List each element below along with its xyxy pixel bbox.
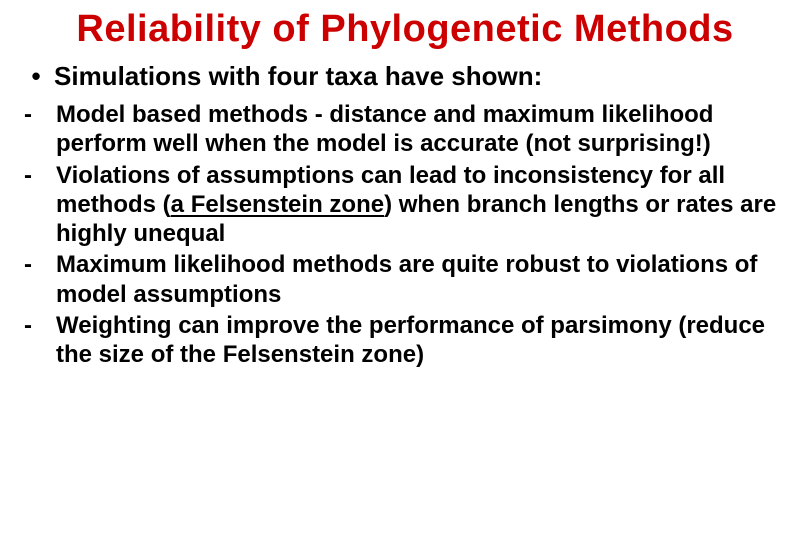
dash-icon: - bbox=[18, 311, 54, 370]
sub-bullet-3: - Maximum likelihood methods are quite r… bbox=[18, 250, 792, 309]
lead-bullet-row: • Simulations with four taxa have shown: bbox=[18, 61, 792, 92]
sub-bullet-2-text: Violations of assumptions can lead to in… bbox=[54, 161, 792, 249]
sub-bullet-1-text: Model based methods - distance and maxim… bbox=[54, 100, 792, 159]
sub-bullet-2: - Violations of assumptions can lead to … bbox=[18, 161, 792, 249]
bullet-dot-icon: • bbox=[18, 61, 54, 92]
sub-bullet-4-text: Weighting can improve the performance of… bbox=[54, 311, 792, 370]
lead-text: Simulations with four taxa have shown: bbox=[54, 61, 542, 92]
felsenstein-zone-term: a Felsenstein zone bbox=[171, 191, 384, 218]
dash-icon: - bbox=[18, 161, 54, 249]
sub-bullet-1: - Model based methods - distance and max… bbox=[18, 100, 792, 159]
sub-bullet-3-text: Maximum likelihood methods are quite rob… bbox=[54, 250, 792, 309]
dash-icon: - bbox=[18, 100, 54, 159]
slide-title: Reliability of Phylogenetic Methods bbox=[18, 8, 792, 51]
sub-bullet-4: - Weighting can improve the performance … bbox=[18, 311, 792, 370]
dash-icon: - bbox=[18, 250, 54, 309]
